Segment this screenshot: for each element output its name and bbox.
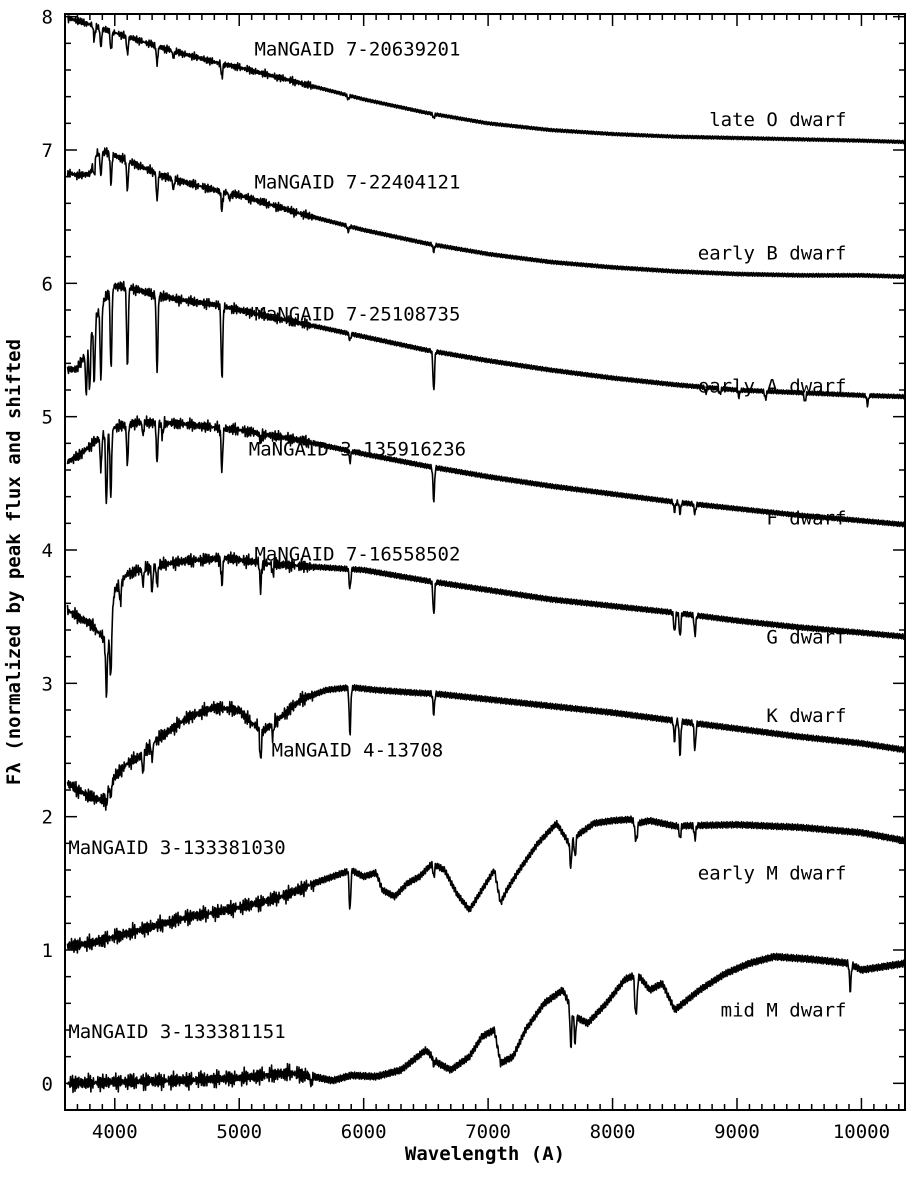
mangaid-label: MaNGAID 7-25108735 [254,304,460,326]
mangaid-label: MaNGAID 4-13708 [272,740,444,762]
spectrum-line [66,415,906,528]
y-tick-label: 3 [42,673,53,695]
spectral-class-label: K dwarf [766,705,846,727]
mangaid-label: MaNGAID 7-22404121 [254,172,460,194]
y-tick-label: 6 [42,273,53,295]
spectrum-line [67,952,906,1094]
spectrum-line [66,15,906,145]
x-tick-label: 4000 [92,1121,138,1143]
x-tick-label: 8000 [590,1121,636,1143]
y-tick-label: 2 [42,807,53,829]
spectrum-line [66,551,906,698]
spectrum-line [66,147,906,280]
y-tick-label: 8 [42,7,53,29]
spectral-class-label: mid M dwarf [721,1000,847,1022]
mangaid-label: MaNGAID 3-135916236 [249,438,466,460]
x-tick-label: 9000 [714,1121,760,1143]
x-tick-label: 10000 [833,1121,890,1143]
y-tick-label: 0 [42,1073,53,1095]
y-tick-label: 5 [42,407,53,429]
mangaid-label: MaNGAID 7-20639201 [254,38,460,60]
spectral-class-label: late O dwarf [709,109,846,131]
x-tick-label: 7000 [465,1121,511,1143]
x-axis-title: Wavelength (A) [405,1143,565,1165]
spectral-class-label: F dwarf [766,508,846,530]
x-tick-label: 6000 [341,1121,387,1143]
mangaid-label: MaNGAID 3-133381151 [68,1021,285,1043]
plot-frame [64,13,906,1111]
spectral-class-label: early A dwarf [698,376,847,398]
y-tick-label: 1 [42,940,53,962]
spectral-class-label: G dwarf [766,626,846,648]
spectrum-line [66,815,906,954]
spectral-class-label: early B dwarf [698,242,847,264]
y-tick-label: 7 [42,140,53,162]
y-axis-title: Fλ (normalized by peak flux and shifted [3,339,25,785]
spectra-layer [66,15,906,1094]
annotations-layer: MaNGAID 7-20639201 late O dwarf MaNGAID 7-… [68,38,846,1043]
mangaid-label: MaNGAID 7-16558502 [254,544,460,566]
spectral-class-label: early M dwarf [698,862,847,884]
spectrum-line [66,684,906,811]
spectrum-line [66,280,906,408]
x-tick-label: 5000 [216,1121,262,1143]
mangaid-label: MaNGAID 3-133381030 [68,837,285,859]
y-tick-label: 4 [42,540,53,562]
